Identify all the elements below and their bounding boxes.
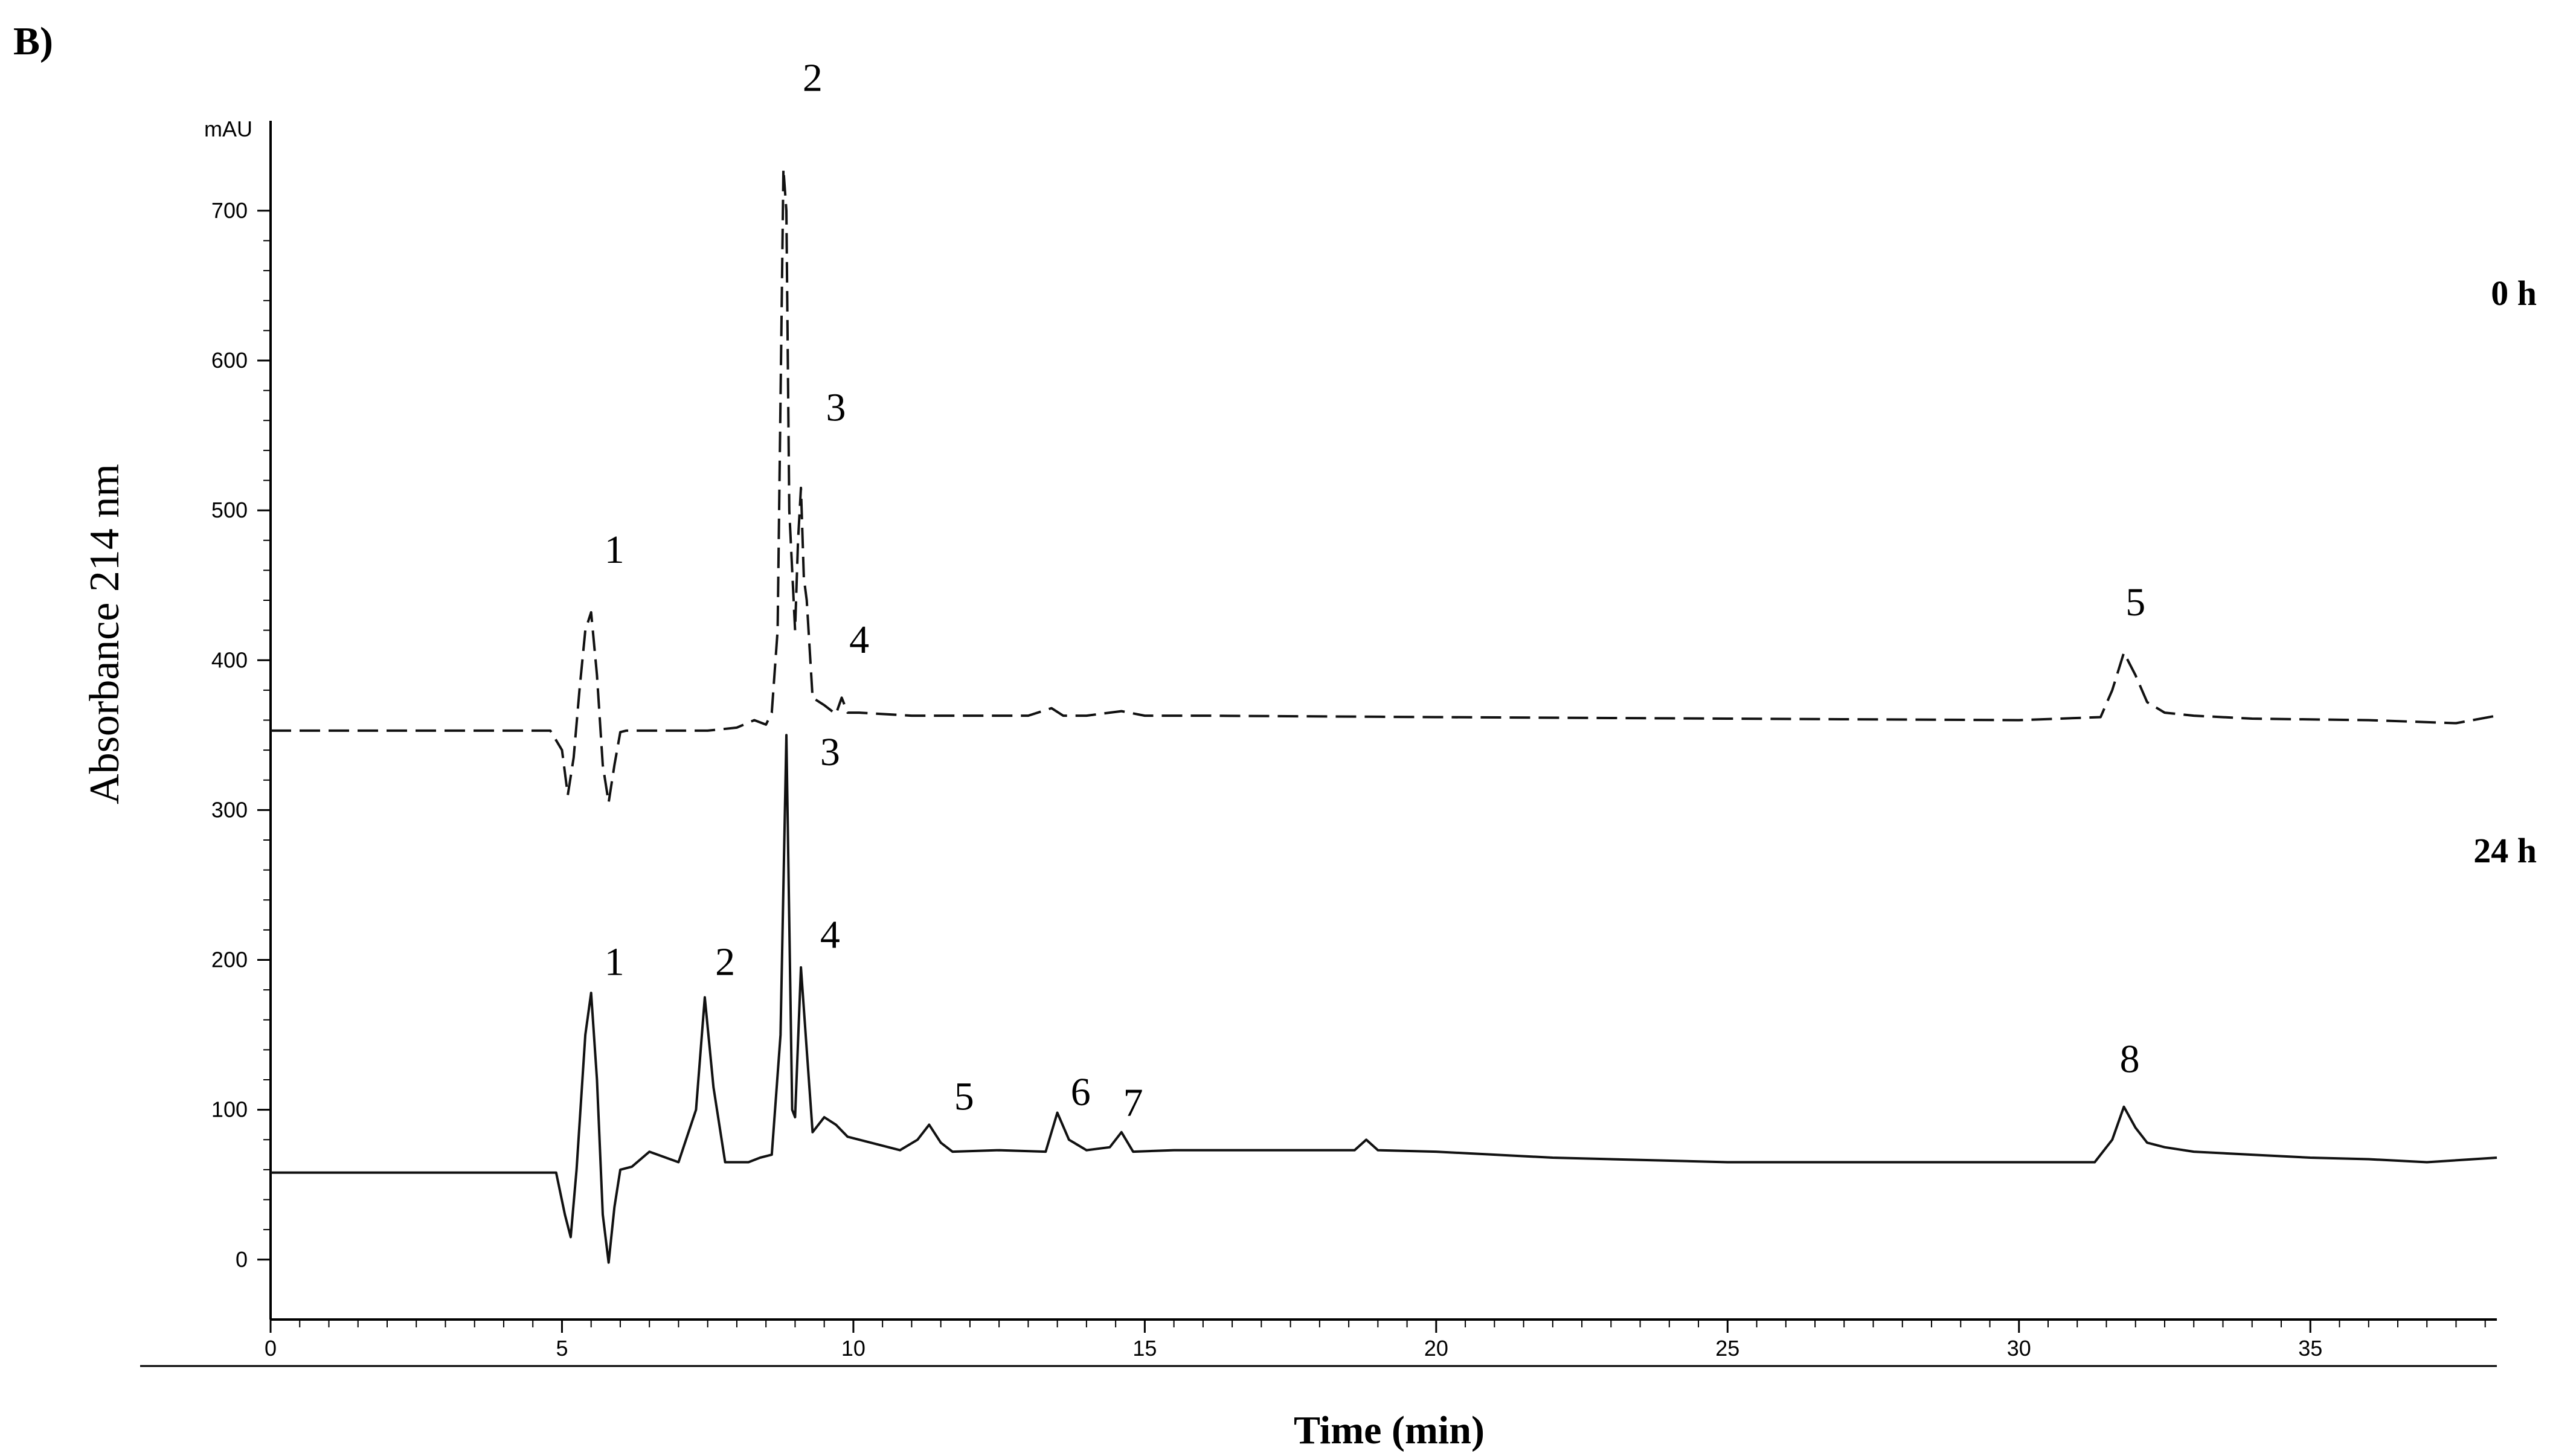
peak-label: 3 xyxy=(820,730,840,774)
legend-label: 24 h xyxy=(2473,831,2537,870)
y-tick-label: 200 xyxy=(211,948,248,972)
peak-label: 5 xyxy=(2125,580,2145,624)
x-tick-label: 35 xyxy=(2298,1336,2322,1361)
series-line-0h xyxy=(271,167,2497,804)
y-tick-label: 600 xyxy=(211,348,248,373)
y-tick-label: 500 xyxy=(211,498,248,522)
peak-label: 7 xyxy=(1123,1081,1143,1125)
x-ticks: 0 5 10 15 20 25 30 35 xyxy=(265,1320,2322,1361)
legend: 0 h 24 h xyxy=(2473,274,2537,870)
peak-label: 6 xyxy=(1071,1070,1091,1114)
minor-ticks xyxy=(263,210,2486,1327)
peak-labels: 1 2 3 4 5 1 2 3 4 5 6 7 8 xyxy=(605,56,2145,1124)
peak-label: 3 xyxy=(826,385,846,429)
x-tick-label: 0 xyxy=(265,1336,277,1361)
peak-label: 8 xyxy=(2120,1037,2140,1082)
x-tick-label: 15 xyxy=(1132,1336,1157,1361)
series-group xyxy=(271,167,2497,1264)
legend-label: 0 h xyxy=(2491,274,2537,313)
peak-label: 4 xyxy=(849,618,869,662)
peak-label: 2 xyxy=(715,940,735,984)
y-tick-label: 400 xyxy=(211,647,248,672)
axes xyxy=(140,121,2497,1367)
y-axis-label: Absorbance 214 nm xyxy=(82,464,128,804)
peak-label: 1 xyxy=(605,940,625,984)
y-tick-label: 700 xyxy=(211,198,248,223)
series-line-24h xyxy=(271,734,2497,1264)
x-tick-label: 30 xyxy=(2007,1336,2031,1361)
peak-label: 5 xyxy=(954,1075,974,1119)
x-tick-label: 25 xyxy=(1715,1336,1739,1361)
panel-label: B) xyxy=(13,19,53,63)
peak-label: 2 xyxy=(803,56,823,100)
y-unit-label: mAU xyxy=(204,117,252,141)
y-tick-label: 0 xyxy=(236,1247,248,1272)
y-ticks: 0 100 200 300 400 500 600 700 xyxy=(211,198,271,1272)
x-axis-label: Time (min) xyxy=(1294,1408,1485,1452)
y-tick-label: 300 xyxy=(211,797,248,822)
peak-label: 4 xyxy=(820,913,840,957)
x-tick-label: 5 xyxy=(556,1336,568,1361)
y-tick-label: 100 xyxy=(211,1097,248,1122)
x-tick-label: 20 xyxy=(1424,1336,1448,1361)
peak-label: 1 xyxy=(605,528,625,572)
x-tick-label: 10 xyxy=(841,1336,866,1361)
